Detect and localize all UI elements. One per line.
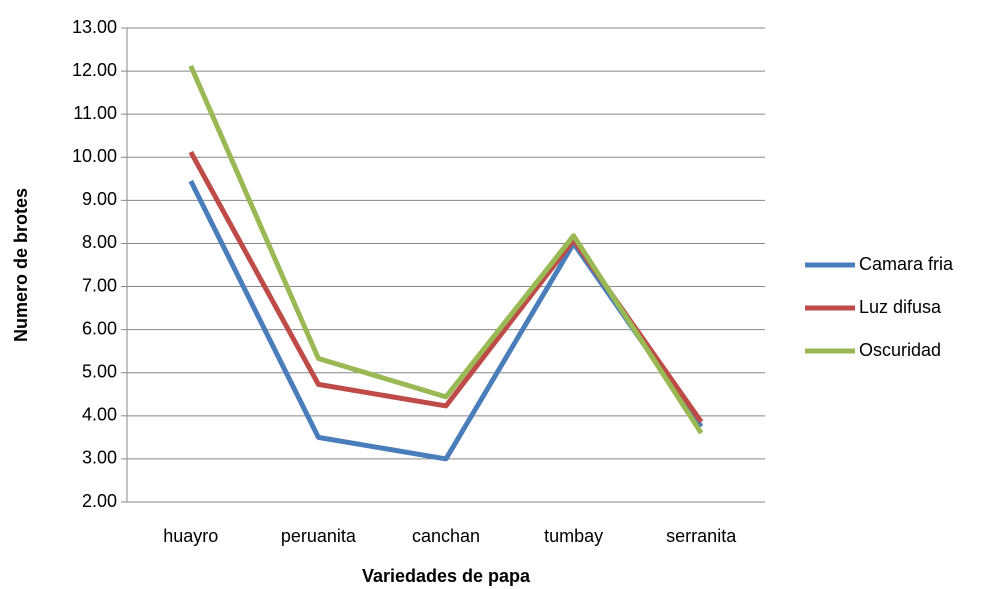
y-tick-label: 6.00	[82, 318, 117, 338]
legend-label: Oscuridad	[859, 340, 941, 360]
legend-label: Luz difusa	[859, 297, 942, 317]
y-tick-label: 12.00	[72, 60, 117, 80]
y-axis-title: Numero de brotes	[11, 188, 31, 342]
data-line	[188, 64, 704, 435]
x-tick-label: peruanita	[281, 526, 357, 546]
y-tick-label: 2.00	[82, 491, 117, 511]
y-tick-label: 11.00	[73, 103, 117, 123]
y-tick-label: 8.00	[82, 232, 117, 252]
x-tick-label: serranita	[666, 526, 737, 546]
y-tick-label: 3.00	[82, 448, 117, 468]
y-tick-label: 7.00	[82, 275, 117, 295]
x-tick-label: canchan	[412, 526, 480, 546]
x-tick-label: huayro	[163, 526, 218, 546]
y-tick-label: 13.00	[72, 17, 117, 37]
y-tick-label: 9.00	[82, 189, 117, 209]
y-tick-label: 4.00	[82, 405, 117, 425]
x-axis-title: Variedades de papa	[362, 566, 531, 586]
y-tick-label: 10.00	[72, 146, 117, 166]
legend-label: Camara fria	[859, 254, 954, 274]
y-tick-label: 5.00	[82, 361, 117, 381]
x-tick-label: tumbay	[544, 526, 603, 546]
